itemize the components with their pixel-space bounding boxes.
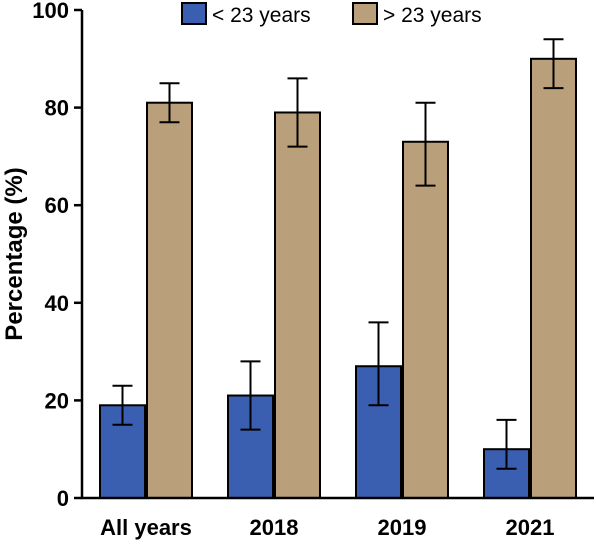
x-tick-label-0: All years	[100, 515, 192, 540]
bar-over-23-0	[146, 101, 193, 499]
y-tick-label-2: 40	[45, 291, 69, 316]
legend-label-under-23: < 23 years	[212, 4, 311, 27]
plot-area: All years 2018 2019 2021 0 20 40 60 80 100	[32, 0, 594, 540]
y-tick-label-5: 100	[32, 0, 69, 23]
y-tick-label-0: 0	[57, 486, 69, 511]
bar-over-23-3	[530, 57, 577, 500]
x-tick-label-2: 2019	[378, 515, 427, 540]
x-tick-label-1: 2018	[250, 515, 299, 540]
y-tick-label-4: 80	[45, 96, 69, 121]
y-axis-title: Percentage (%)	[1, 167, 28, 340]
legend-swatch-under-23	[181, 2, 207, 25]
y-tick-label-1: 20	[45, 388, 69, 413]
legend-swatch-over-23	[352, 2, 378, 25]
bar-over-23-1	[274, 111, 321, 499]
x-tick-label-3: 2021	[506, 515, 555, 540]
y-tick-label-3: 60	[45, 193, 69, 218]
bar-over-23-2	[402, 140, 449, 499]
legend-label-over-23: > 23 years	[383, 4, 482, 27]
legend: < 23 years > 23 years	[181, 2, 482, 27]
